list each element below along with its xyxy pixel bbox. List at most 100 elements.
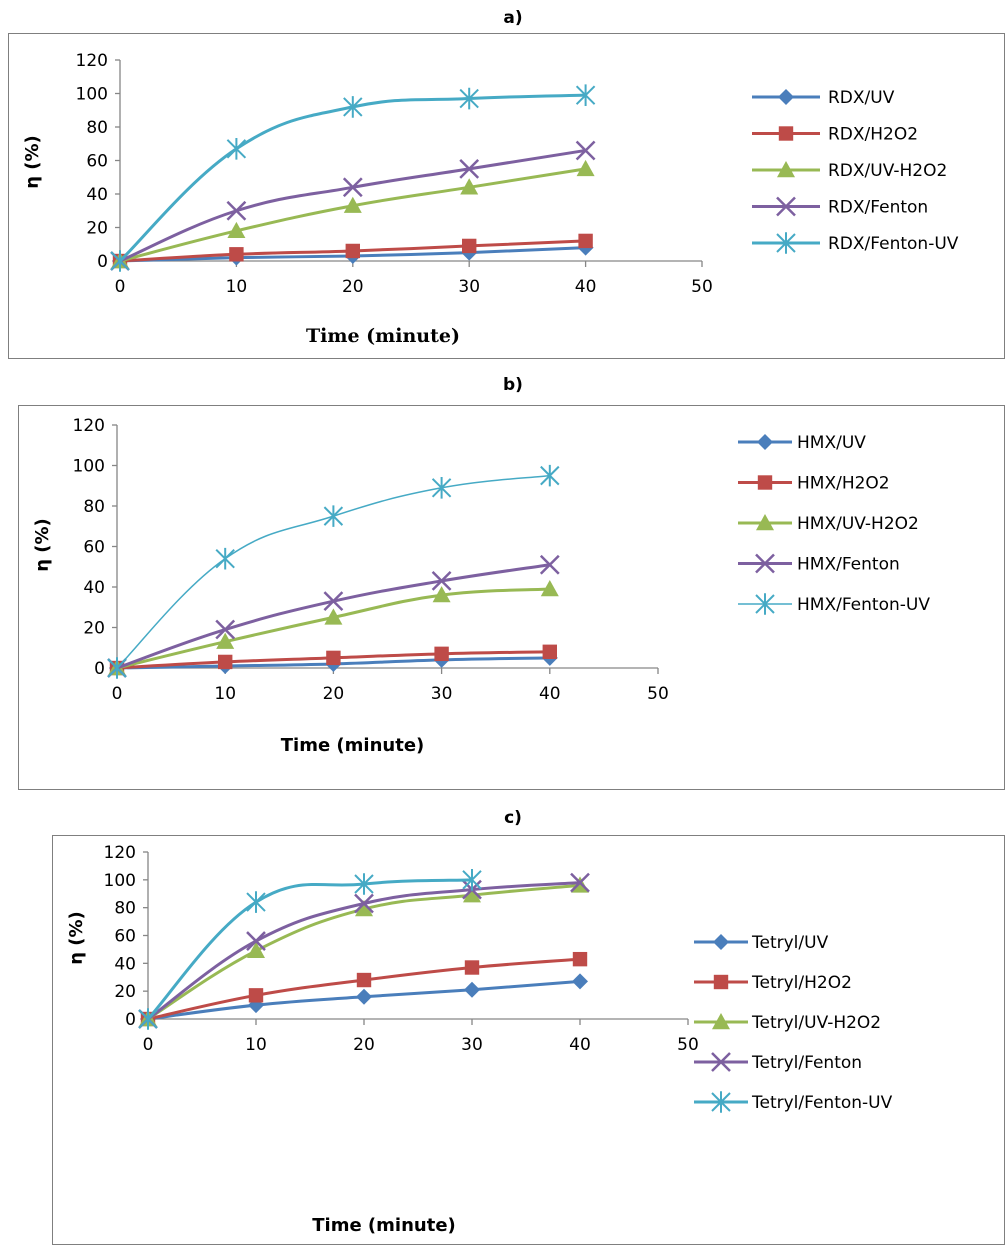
- legend-label: HMX/Fenton: [797, 555, 900, 575]
- legend-marker: [777, 161, 795, 178]
- data-point: [356, 972, 372, 988]
- x-axis-title: Time (minute): [306, 325, 460, 347]
- legend-label: HMX/Fenton-UV: [797, 595, 930, 615]
- data-point: [229, 247, 244, 262]
- x-tick-label: 30: [458, 277, 480, 297]
- data-point: [354, 873, 374, 895]
- y-tick-label: 0: [97, 252, 108, 272]
- legend-marker: [778, 126, 794, 141]
- legend-item: Tetryl/Fenton-UV: [694, 1091, 893, 1113]
- data-point: [226, 200, 247, 221]
- data-point: [356, 988, 372, 1005]
- legend-item: Tetryl/UV: [694, 933, 829, 953]
- legend-marker: [711, 1091, 731, 1113]
- legend-label: RDX/H2O2: [828, 125, 918, 145]
- x-tick-label: 10: [245, 1035, 267, 1055]
- x-tick-label: 30: [431, 684, 453, 704]
- legend-label: Tetryl/UV-H2O2: [751, 1013, 881, 1033]
- x-tick-label: 0: [112, 684, 123, 704]
- data-point: [226, 137, 247, 160]
- legend-item: RDX/H2O2: [752, 125, 918, 145]
- legend-item: RDX/UV-H2O2: [752, 161, 947, 181]
- y-tick-label: 120: [104, 843, 136, 863]
- data-point: [431, 571, 452, 591]
- y-tick-label: 60: [83, 538, 105, 558]
- data-point: [354, 893, 374, 914]
- legend-marker: [713, 934, 729, 950]
- data-point: [578, 233, 593, 249]
- legend-item: HMX/Fenton-UV: [738, 593, 930, 615]
- legend-label: HMX/UV: [797, 433, 866, 453]
- data-point: [575, 84, 596, 106]
- y-tick-label: 40: [83, 578, 105, 598]
- x-tick-label: 40: [575, 277, 597, 297]
- legend-item: Tetryl/Fenton: [694, 1052, 862, 1073]
- legend-label: Tetryl/Fenton: [751, 1053, 862, 1073]
- data-point: [216, 632, 235, 649]
- y-tick-label: 100: [104, 871, 136, 891]
- data-point: [215, 547, 235, 570]
- data-point: [464, 981, 480, 998]
- x-tick-label: 50: [647, 684, 669, 704]
- data-point: [459, 87, 479, 110]
- legend-label: Tetryl/UV: [751, 933, 829, 953]
- y-axis-title: η (%): [22, 135, 43, 189]
- x-tick-label: 20: [323, 684, 345, 704]
- data-point: [246, 931, 266, 951]
- y-tick-label: 60: [114, 927, 136, 947]
- panel-label-b: b): [503, 375, 523, 395]
- data-point: [462, 869, 482, 891]
- y-tick-label: 80: [114, 899, 136, 919]
- y-tick-label: 100: [76, 85, 108, 105]
- series-Tetryl/Fenton-UV: [138, 869, 482, 1030]
- data-point: [215, 619, 236, 640]
- legend-marker: [778, 89, 794, 105]
- x-axis-title: Time (minute): [312, 1215, 456, 1236]
- data-point: [460, 178, 479, 195]
- data-point: [542, 644, 557, 659]
- y-tick-label: 120: [73, 416, 105, 436]
- y-tick-label: 20: [86, 219, 108, 239]
- data-point: [570, 872, 590, 893]
- y-axis-title: η (%): [66, 911, 87, 965]
- legend-item: RDX/UV: [752, 88, 895, 108]
- legend-marker: [755, 553, 775, 574]
- legend-label: RDX/Fenton-UV: [828, 234, 959, 254]
- data-point: [342, 177, 363, 198]
- data-point: [227, 221, 246, 239]
- x-tick-label: 20: [353, 1035, 375, 1055]
- x-tick-label: 10: [226, 277, 248, 297]
- data-point: [434, 646, 449, 662]
- x-tick-label: 0: [143, 1035, 154, 1055]
- data-point: [572, 951, 588, 967]
- data-point: [107, 657, 127, 679]
- y-tick-label: 20: [83, 619, 105, 639]
- legend-label: RDX/UV: [828, 88, 895, 108]
- y-tick-label: 0: [94, 659, 105, 679]
- series-line: [118, 93, 586, 263]
- data-point: [459, 158, 480, 179]
- x-tick-label: 0: [115, 277, 126, 297]
- legend-label: Tetryl/H2O2: [751, 973, 852, 993]
- data-point: [343, 96, 363, 118]
- data-point: [343, 196, 362, 213]
- x-axis-title: Time (minute): [281, 735, 425, 756]
- legend-label: Tetryl/Fenton-UV: [751, 1093, 893, 1113]
- data-point: [575, 140, 596, 161]
- series-RDX/Fenton-UV: [110, 84, 596, 272]
- legend-marker: [757, 434, 773, 450]
- chart-frame-b: [18, 405, 1005, 790]
- y-tick-label: 80: [86, 118, 108, 138]
- y-tick-label: 40: [86, 185, 108, 205]
- data-point: [324, 608, 343, 625]
- y-tick-label: 60: [86, 152, 108, 172]
- data-point: [540, 464, 560, 487]
- data-point: [462, 238, 477, 254]
- legend-item: HMX/UV: [738, 433, 866, 453]
- x-tick-label: 20: [342, 277, 364, 297]
- x-tick-label: 10: [214, 684, 236, 704]
- panel-label-a: a): [503, 8, 523, 28]
- legend-item: RDX/Fenton-UV: [752, 232, 959, 254]
